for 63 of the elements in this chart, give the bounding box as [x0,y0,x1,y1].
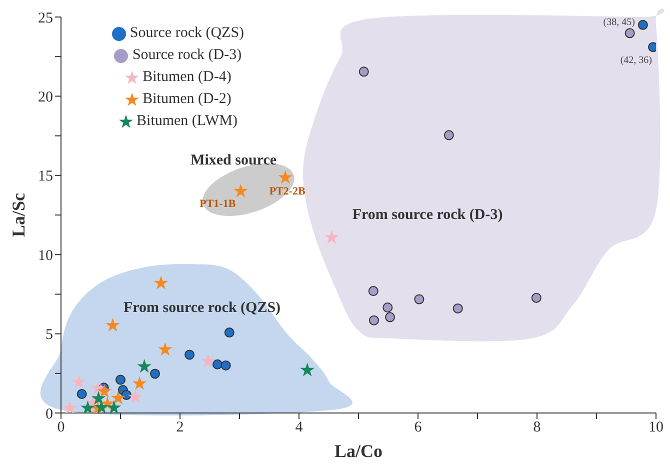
point [200,354,216,368]
point [137,359,152,373]
annotation: PT1-1B [200,198,236,210]
point [121,390,132,400]
x-axis-title: La/Co [334,441,383,461]
annotation: (42, 36) [620,55,652,66]
point [385,312,396,322]
annotation: From source rock (QZS) [123,300,281,316]
x-tick-label: 8 [533,420,541,436]
point [106,318,120,332]
point [212,359,222,370]
point [72,374,86,388]
annotation: (38, 45) [603,16,635,28]
point [158,342,172,356]
point [382,302,393,313]
x-tick-label: 10 [648,420,664,436]
y-tick-label: 0 [46,406,53,422]
legend-label: Source rock (QZS) [130,25,244,41]
x-tick-label: 0 [57,420,65,436]
point [224,328,234,338]
point [624,28,635,38]
point [128,390,143,404]
point [368,286,378,296]
x-tick-label: 4 [295,420,304,436]
point [358,66,369,77]
point [220,360,231,370]
point [62,400,78,413]
y-tick-label: 5 [46,327,53,344]
point [324,230,339,244]
point [300,362,315,376]
x-tick-label: 6 [414,420,422,436]
point [106,400,122,413]
point [452,303,463,314]
point [115,374,126,385]
point [638,20,648,30]
point [368,315,379,326]
legend-label: Bitumen (D-4) [142,69,232,85]
legend-label: Source rock (D-3) [132,47,242,63]
point [80,400,95,413]
point [94,400,109,413]
point [132,376,147,390]
point [444,130,454,140]
point [184,350,195,360]
y-axis-title: La/Sc [8,192,28,238]
point [150,368,160,379]
y-tick-label: 15 [38,168,53,185]
point [414,294,424,304]
point [76,388,87,399]
y-tick-label: 25 [38,10,53,26]
y-tick-label: 10 [38,248,53,264]
legend-label: Bitumen (D-2) [142,91,232,107]
point [110,390,126,404]
y-tick-label: 20 [38,90,53,106]
annotation: Mixed source [190,152,277,169]
point [154,276,168,290]
point [97,384,112,398]
point [234,184,248,198]
point [531,292,542,303]
x-tick-label: 2 [176,420,184,436]
annotation: From source rock (D-3) [352,207,503,224]
annotation: PT2-2B [269,186,306,198]
legend-label: Bitumen (LWM) [136,113,238,129]
point [278,170,292,184]
